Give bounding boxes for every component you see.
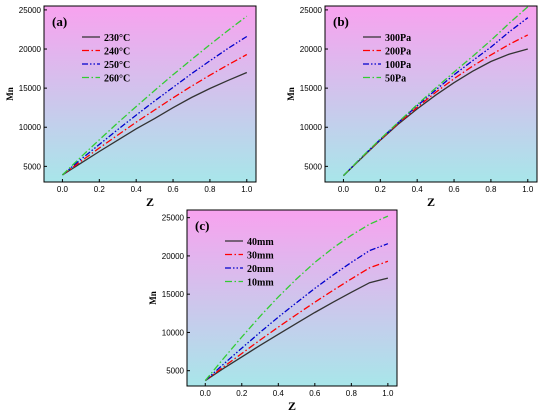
chart-panel-b: 0.0 0.2 0.4 0.6 0.8 1.0 5000 10000 15000 20000 250…: [286, 5, 538, 209]
y-tick-label-c-2: 15000: [162, 290, 185, 299]
legend-label-c-3: 20mm: [247, 264, 274, 275]
x-tick-label-a-1: 0.2: [94, 185, 106, 194]
legend-label-a-1: 230°C: [104, 33, 130, 44]
x-tick-label-b-1: 0.2: [375, 185, 387, 194]
y-tick-label-a-3: 20000: [19, 45, 42, 54]
series-line-c-1: [204, 277, 389, 382]
x-tick-label-b-3: 0.6: [448, 185, 460, 194]
y-axis-label-c: Mn: [148, 291, 158, 305]
x-tick-label-c-3: 0.6: [309, 389, 321, 398]
plot-area-b: [325, 6, 537, 182]
chart-panel-a: 0.0 0.2 0.4 0.6 0.8 1.0 5000 10000 15000 20000 250…: [5, 5, 257, 209]
x-tick-label-c-5: 1.0: [382, 389, 394, 398]
x-tick-label-c-4: 0.8: [346, 389, 358, 398]
y-tick-label-b-2: 15000: [300, 84, 323, 93]
y-tick-label-b-0: 5000: [304, 162, 322, 171]
legend-label-a-4: 260°C: [104, 74, 130, 85]
panel-label-c: (c): [195, 218, 209, 233]
series-line-c-3: [204, 243, 389, 382]
chart-panel-c: 0.0 0.2 0.4 0.6 0.8 1.0 5000 10000 15000 20000 250…: [148, 209, 398, 412]
x-axis-label-b: Z: [427, 195, 435, 209]
x-tick-label-a-4: 0.8: [204, 185, 216, 194]
x-tick-label-b-0: 0.0: [338, 185, 350, 194]
x-tick-label-c-2: 0.4: [273, 389, 285, 398]
legend-label-b-4: 50Pa: [385, 74, 406, 85]
y-tick-label-c-0: 5000: [166, 367, 184, 376]
x-tick-label-c-0: 0.0: [200, 389, 212, 398]
x-tick-label-c-1: 0.2: [236, 389, 248, 398]
legend-label-a-3: 250°C: [104, 60, 130, 71]
panel-label-a: (a): [52, 14, 67, 29]
series-line-a-4: [61, 15, 248, 176]
y-tick-label-a-4: 25000: [19, 6, 42, 15]
x-axis-label-c: Z: [288, 399, 296, 412]
x-tick-label-a-2: 0.4: [131, 185, 143, 194]
legend-label-b-2: 200Pa: [385, 47, 411, 58]
x-tick-label-a-3: 0.6: [167, 185, 179, 194]
x-tick-label-b-4: 0.8: [485, 185, 497, 194]
x-tick-label-b-2: 0.4: [412, 185, 424, 194]
y-tick-label-b-3: 20000: [300, 45, 323, 54]
y-tick-label-b-1: 10000: [300, 123, 323, 132]
legend-label-a-2: 240°C: [104, 47, 130, 58]
x-tick-label-a-5: 1.0: [241, 185, 253, 194]
legend-label-c-1: 40mm: [247, 237, 274, 248]
x-axis-label-a: Z: [146, 195, 154, 209]
plot-frame-b: [324, 5, 538, 183]
y-tick-label-c-1: 10000: [162, 328, 185, 337]
x-tick-label-a-0: 0.0: [57, 185, 69, 194]
panel-label-b: (b): [333, 14, 349, 29]
y-tick-label-a-1: 10000: [19, 123, 42, 132]
y-tick-label-c-3: 20000: [162, 252, 185, 261]
plot-frame-c: [186, 209, 398, 387]
series-line-c-2: [204, 260, 389, 382]
y-tick-label-c-4: 25000: [162, 214, 185, 223]
y-tick-label-a-2: 15000: [19, 84, 42, 93]
series-line-b-3: [342, 17, 529, 177]
x-tick-label-b-5: 1.0: [522, 185, 534, 194]
y-tick-label-b-4: 25000: [300, 6, 323, 15]
plot-area-c: [187, 210, 397, 386]
y-axis-label-a: Mn: [5, 87, 15, 101]
legend-label-c-2: 30mm: [247, 251, 274, 262]
plot-frame-a: [43, 5, 257, 183]
legend-label-b-3: 100Pa: [385, 60, 411, 71]
series-line-a-1: [62, 71, 248, 176]
legend-label-c-4: 10mm: [247, 278, 274, 289]
legend-label-b-1: 300Pa: [385, 33, 411, 44]
plot-area-a: [44, 6, 256, 182]
series-line-c-4: [204, 215, 389, 382]
series-line-a-2: [62, 53, 248, 176]
y-axis-label-b: Mn: [286, 87, 296, 101]
series-line-b-4: [342, 6, 529, 177]
y-tick-label-a-0: 5000: [23, 162, 41, 171]
